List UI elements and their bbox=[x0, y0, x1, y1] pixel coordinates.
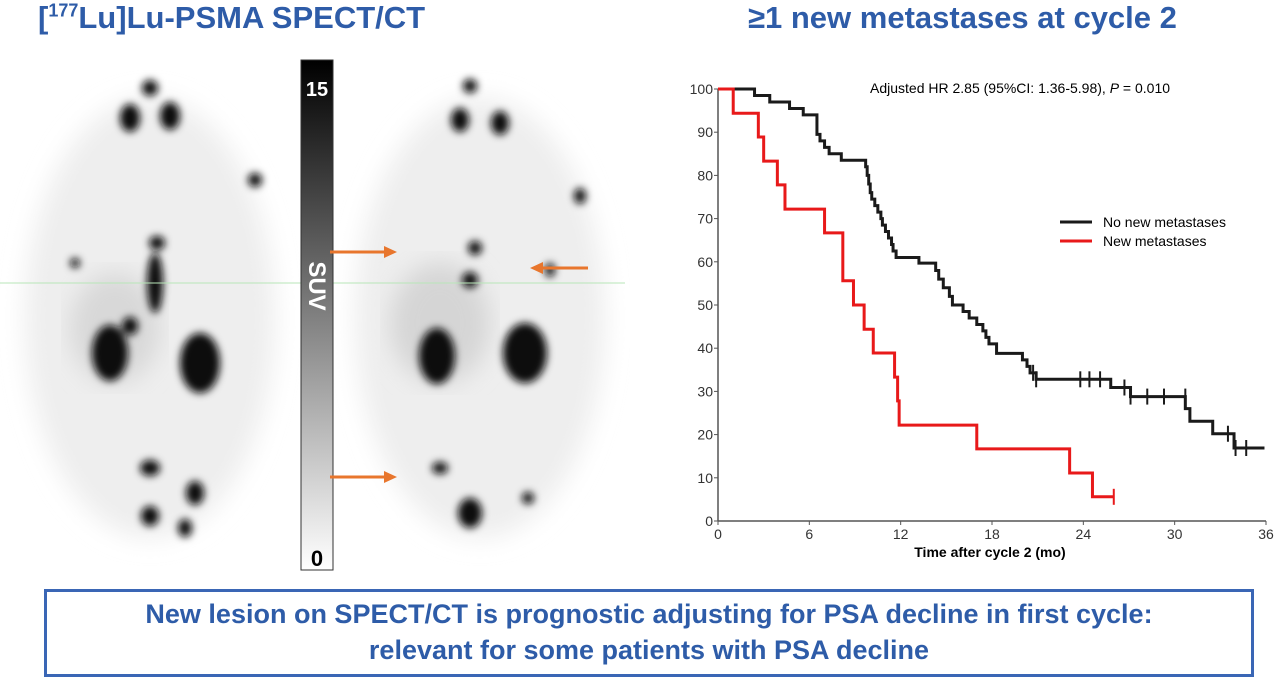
x-tick-label: 36 bbox=[1258, 526, 1274, 542]
lesion-arrows bbox=[330, 246, 588, 483]
isotope-mass: 177 bbox=[48, 0, 79, 21]
y-tick-label: 90 bbox=[697, 124, 713, 140]
scan-baseline bbox=[25, 80, 275, 538]
y-tick-label: 60 bbox=[697, 254, 713, 270]
axes: 0 10 20 30 40 50 60 70 80 90 100 0 6 12 18 24 30 36 bbox=[690, 81, 1274, 542]
y-tick-label: 0 bbox=[705, 513, 713, 529]
legend-label: New metastases bbox=[1103, 233, 1206, 249]
legend: No new metastases New metastases bbox=[1060, 214, 1226, 249]
curves bbox=[718, 87, 1265, 505]
spect-ct-images: 15 0 SUV bbox=[0, 59, 625, 571]
colorbar-min: 0 bbox=[311, 546, 323, 571]
colorbar-max: 15 bbox=[306, 79, 328, 101]
y-tick-label: 80 bbox=[697, 167, 713, 183]
y-tick-label: 20 bbox=[697, 427, 713, 443]
x-tick-label: 0 bbox=[714, 526, 722, 542]
km-curve-no-new-metastases bbox=[718, 87, 1265, 450]
arrow-icon bbox=[330, 471, 397, 483]
y-tick-label: 70 bbox=[697, 211, 713, 227]
y-tick-label: 100 bbox=[690, 81, 714, 97]
colorbar-unit: SUV bbox=[303, 261, 330, 310]
y-tick-label: 10 bbox=[697, 470, 713, 486]
km-curve-new-metastases bbox=[718, 87, 1114, 499]
title-bracket: [ bbox=[38, 0, 49, 35]
suv-colorbar: 15 0 SUV bbox=[300, 59, 334, 571]
arrow-icon bbox=[530, 262, 588, 274]
y-tick-label: 50 bbox=[697, 297, 713, 313]
title-rest: Lu]Lu-PSMA SPECT/CT bbox=[78, 0, 426, 35]
x-tick-label: 18 bbox=[984, 526, 1000, 542]
scan-cycle2 bbox=[355, 79, 605, 538]
x-axis-label: Time after cycle 2 (mo) bbox=[914, 544, 1065, 560]
hr-annotation: Adjusted HR 2.85 (95%CI: 1.36-5.98), P =… bbox=[870, 80, 1170, 96]
y-tick-label: 40 bbox=[697, 340, 713, 356]
takeaway-box: New lesion on SPECT/CT is prognostic adj… bbox=[44, 589, 1254, 677]
x-tick-label: 6 bbox=[805, 526, 813, 542]
km-chart: 0 10 20 30 40 50 60 70 80 90 100 0 6 12 18 24 30 36 Adjus… bbox=[690, 80, 1274, 560]
y-tick-label: 30 bbox=[697, 383, 713, 399]
arrow-icon bbox=[330, 246, 397, 258]
scan-title: [177Lu]Lu-PSMA SPECT/CT bbox=[38, 0, 425, 36]
takeaway-line-1: New lesion on SPECT/CT is prognostic adj… bbox=[145, 599, 1153, 629]
x-tick-label: 12 bbox=[893, 526, 909, 542]
legend-label: No new metastases bbox=[1103, 214, 1226, 230]
chart-title: ≥1 new metastases at cycle 2 bbox=[748, 0, 1177, 35]
takeaway-line-2: relevant for some patients with PSA decl… bbox=[368, 635, 930, 665]
x-tick-label: 24 bbox=[1076, 526, 1092, 542]
x-tick-label: 30 bbox=[1167, 526, 1183, 542]
